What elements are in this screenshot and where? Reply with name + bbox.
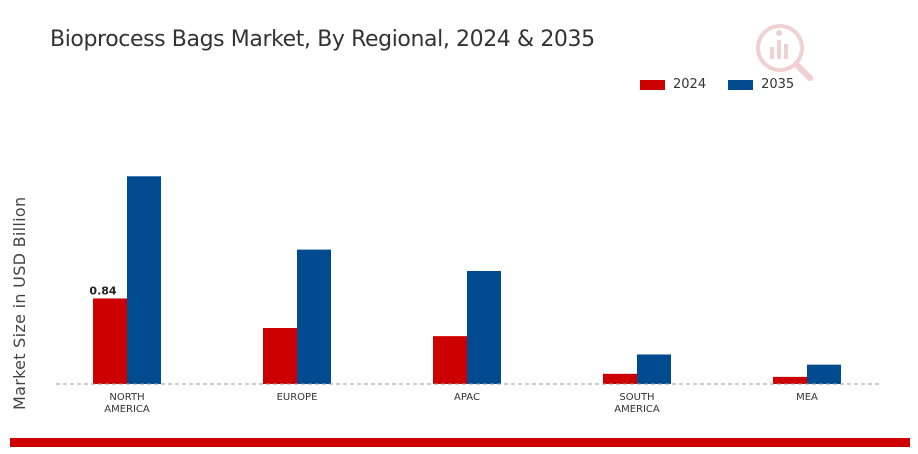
x-tick-label-line: MEA bbox=[796, 392, 818, 403]
chart-title: Bioprocess Bags Market, By Regional, 202… bbox=[50, 27, 595, 52]
x-tick-label-line: AMERICA bbox=[104, 404, 150, 415]
x-tick-label-line: NORTH bbox=[109, 392, 145, 403]
bar-2035-3 bbox=[637, 354, 671, 384]
bar-2024-2 bbox=[433, 336, 467, 384]
bar-2035-0 bbox=[127, 176, 161, 384]
x-tick-label: NORTH AMERICA bbox=[77, 392, 177, 416]
legend-label-2035: 2035 bbox=[761, 77, 795, 92]
bar-2035-1 bbox=[297, 249, 331, 384]
legend-label-2024: 2024 bbox=[673, 77, 707, 92]
legend-swatch-2035 bbox=[728, 79, 754, 90]
x-tick-label-line: EUROPE bbox=[276, 392, 318, 403]
legend-item-2024: 2024 bbox=[640, 77, 706, 92]
footer-bar bbox=[10, 438, 910, 447]
x-tick-label: EUROPE bbox=[247, 392, 347, 404]
analytics-logo-icon bbox=[756, 24, 813, 81]
data-label: 0.84 bbox=[89, 284, 116, 297]
x-tick-label: APAC bbox=[417, 392, 517, 404]
x-tick-label: MEA bbox=[757, 392, 857, 404]
bar-2035-2 bbox=[467, 270, 501, 384]
bar-2024-3 bbox=[603, 373, 637, 384]
x-tick-label: SOUTH AMERICA bbox=[587, 392, 687, 416]
bar-2024-0 bbox=[93, 298, 127, 384]
legend-item-2035: 2035 bbox=[728, 77, 794, 92]
chart-legend: 2024 2035 bbox=[640, 77, 816, 92]
bar-2035-4 bbox=[807, 364, 841, 384]
bar-2024-4 bbox=[773, 376, 807, 384]
x-tick-label-line: AMERICA bbox=[614, 404, 660, 415]
x-tick-label-line: APAC bbox=[454, 392, 480, 403]
x-tick-label-line: SOUTH bbox=[619, 392, 655, 403]
legend-swatch-2024 bbox=[640, 79, 665, 90]
bar-2024-1 bbox=[263, 328, 297, 384]
